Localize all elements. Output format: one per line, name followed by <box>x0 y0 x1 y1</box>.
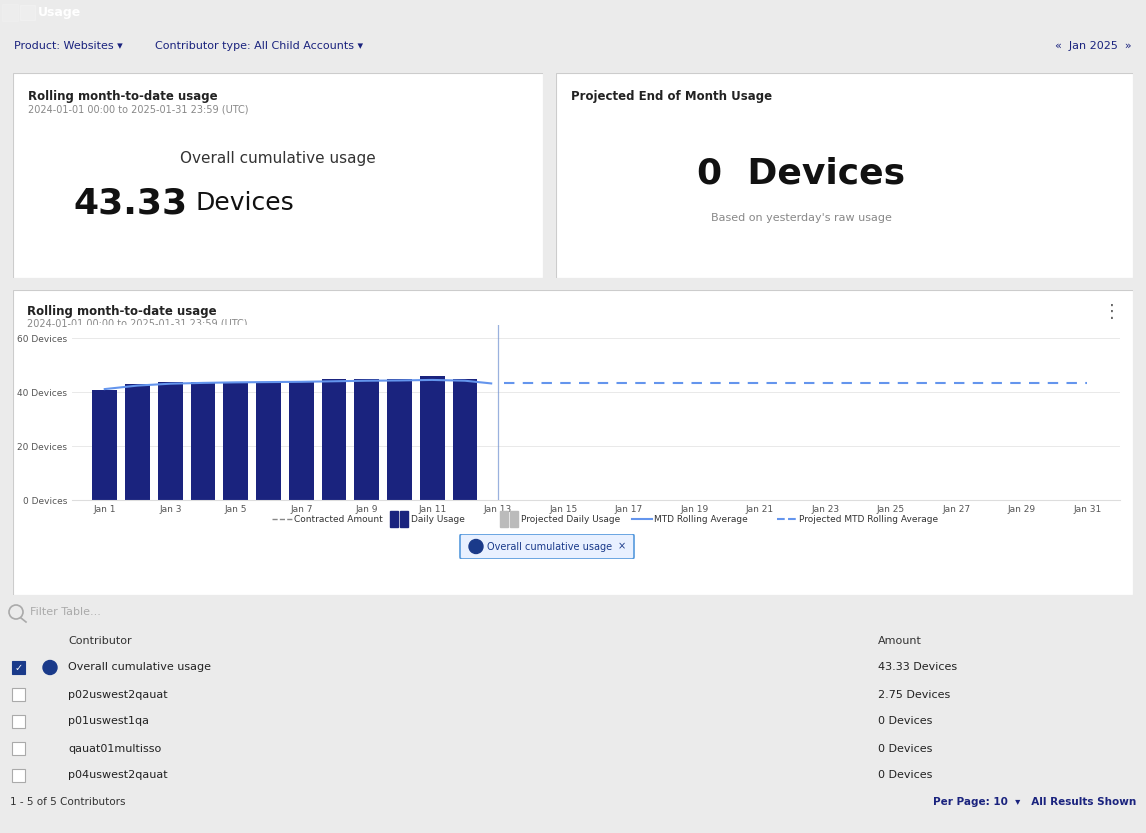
Text: Daily Usage: Daily Usage <box>411 515 465 523</box>
Bar <box>223 382 248 500</box>
FancyBboxPatch shape <box>460 534 634 559</box>
Bar <box>400 511 408 527</box>
Bar <box>387 379 411 500</box>
Text: 0 Devices: 0 Devices <box>878 744 933 754</box>
Bar <box>11 661 25 674</box>
Text: Rolling month-to-date usage: Rolling month-to-date usage <box>28 305 217 318</box>
Text: Amount: Amount <box>878 636 921 646</box>
Text: MTD Rolling Average: MTD Rolling Average <box>654 515 747 523</box>
Text: Product: Websites ▾: Product: Websites ▾ <box>14 41 123 51</box>
Bar <box>125 384 150 500</box>
Bar <box>190 382 215 500</box>
Text: p04uswest2qauat: p04uswest2qauat <box>68 771 167 781</box>
Circle shape <box>469 540 482 553</box>
Text: Rolling month-to-date usage: Rolling month-to-date usage <box>28 90 218 103</box>
Text: «  Jan 2025  »: « Jan 2025 » <box>1055 41 1132 51</box>
Text: Filter Table...: Filter Table... <box>30 607 101 617</box>
Text: Contracted Amount: Contracted Amount <box>295 515 383 523</box>
Text: Projected MTD Rolling Average: Projected MTD Rolling Average <box>799 515 939 523</box>
Text: Per Page: 10  ▾   All Results Shown: Per Page: 10 ▾ All Results Shown <box>933 797 1136 807</box>
Bar <box>158 382 182 500</box>
Text: 0 Devices: 0 Devices <box>878 771 933 781</box>
Text: 2.75 Devices: 2.75 Devices <box>878 690 950 700</box>
Bar <box>390 511 398 527</box>
Text: Projected Daily Usage: Projected Daily Usage <box>521 515 620 523</box>
Bar <box>2 4 18 21</box>
Text: 0  Devices: 0 Devices <box>697 156 905 190</box>
Text: qauat01multisso: qauat01multisso <box>68 744 162 754</box>
Bar <box>11 688 25 701</box>
Bar <box>93 390 117 500</box>
Circle shape <box>44 661 57 675</box>
Text: 1 - 5 of 5 Contributors: 1 - 5 of 5 Contributors <box>10 797 126 807</box>
Bar <box>500 511 508 527</box>
Text: Based on yesterday's raw usage: Based on yesterday's raw usage <box>711 213 892 223</box>
Text: Usage: Usage <box>38 6 81 19</box>
Text: 43.33: 43.33 <box>73 186 188 220</box>
Text: p01uswest1qa: p01uswest1qa <box>68 716 149 726</box>
Text: 43.33 Devices: 43.33 Devices <box>878 662 957 672</box>
Text: Projected End of Month Usage: Projected End of Month Usage <box>571 90 772 103</box>
Text: 2024-01-01 00:00 to 2025-01-31 23:59 (UTC): 2024-01-01 00:00 to 2025-01-31 23:59 (UT… <box>28 318 248 328</box>
Text: ×: × <box>618 541 626 551</box>
Bar <box>19 5 36 20</box>
Bar <box>419 377 445 500</box>
Text: ⋮: ⋮ <box>1102 303 1121 321</box>
Bar <box>11 742 25 755</box>
Text: 2024-01-01 00:00 to 2025-01-31 23:59 (UTC): 2024-01-01 00:00 to 2025-01-31 23:59 (UT… <box>28 104 249 114</box>
Text: Overall cumulative usage: Overall cumulative usage <box>180 151 376 166</box>
Text: Contributor: Contributor <box>68 636 132 646</box>
Text: Overall cumulative usage: Overall cumulative usage <box>68 662 211 672</box>
Bar <box>453 379 477 500</box>
Text: p02uswest2qauat: p02uswest2qauat <box>68 690 167 700</box>
Text: ✓: ✓ <box>15 662 23 672</box>
Bar <box>322 379 346 500</box>
Text: Contributor type: All Child Accounts ▾: Contributor type: All Child Accounts ▾ <box>155 41 363 51</box>
Text: Overall cumulative usage: Overall cumulative usage <box>487 541 612 551</box>
Bar <box>11 715 25 728</box>
Bar <box>354 379 379 500</box>
Bar <box>289 382 314 500</box>
Text: Devices: Devices <box>195 191 293 215</box>
Text: 0 Devices: 0 Devices <box>878 716 933 726</box>
Bar <box>11 769 25 782</box>
Bar <box>257 382 281 500</box>
Bar <box>510 511 518 527</box>
